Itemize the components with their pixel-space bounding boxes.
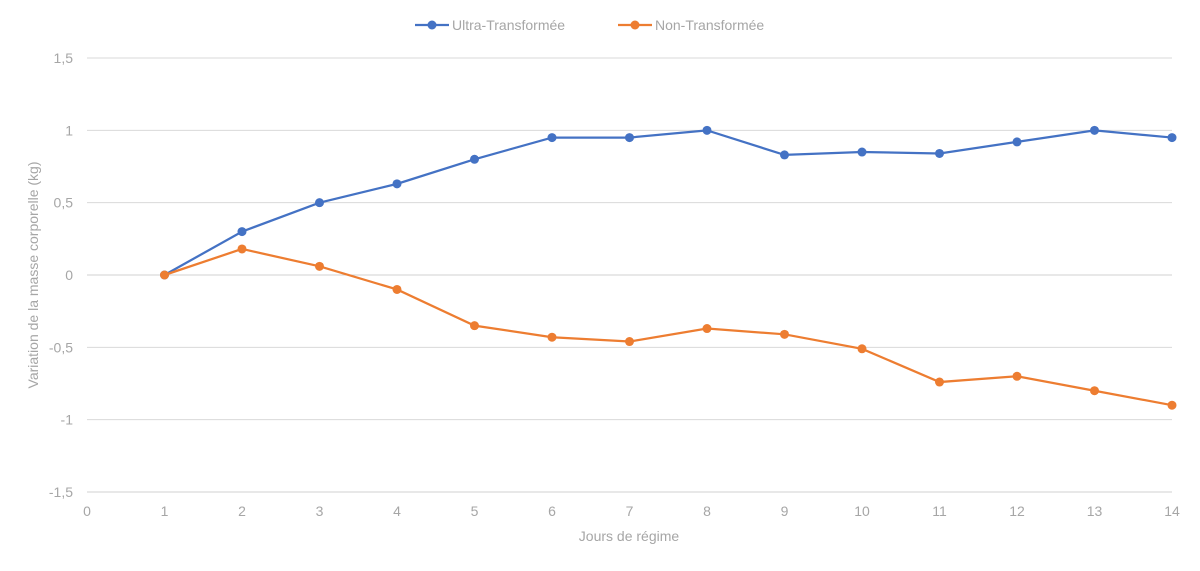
x-tick-label: 9: [781, 503, 789, 519]
x-tick-label: 8: [703, 503, 711, 519]
x-tick-label: 10: [854, 503, 870, 519]
data-point: [780, 150, 789, 160]
y-tick-label: 0,5: [54, 195, 74, 211]
x-tick-label: 5: [471, 503, 479, 519]
y-tick-label: -1: [61, 412, 74, 428]
data-point: [470, 154, 479, 164]
x-tick-label: 11: [932, 503, 947, 519]
x-axis-ticks: 0 1 2 3 4 5 6 7 8 9 10 11 12 13 14: [83, 503, 1180, 519]
data-point: [1167, 133, 1177, 143]
legend-marker: [427, 20, 437, 30]
data-point: [857, 147, 867, 157]
y-tick-label: -1,5: [49, 484, 73, 500]
y-tick-label: 1,5: [54, 50, 74, 66]
data-point: [237, 227, 247, 237]
data-point: [935, 377, 944, 387]
data-point: [702, 125, 712, 135]
series-line: [163, 129, 1173, 276]
series-line: [164, 247, 1173, 407]
data-point: [315, 198, 324, 208]
x-tick-label: 0: [83, 503, 91, 519]
legend-marker: [630, 20, 640, 30]
data-point: [1090, 125, 1099, 135]
x-tick-label: 7: [626, 503, 634, 519]
legend-label: Non-Transformée: [655, 17, 764, 33]
gridlines: [87, 57, 1172, 493]
data-point: [1012, 137, 1022, 147]
x-tick-label: 14: [1164, 503, 1180, 519]
data-point: [237, 244, 247, 254]
series-group: [160, 125, 1177, 410]
data-point: [160, 270, 169, 280]
data-point: [1090, 386, 1099, 396]
y-tick-label: 1: [65, 122, 73, 138]
data-point: [392, 179, 402, 189]
data-point: [470, 321, 479, 331]
y-axis-ticks: 1,5 1 0,5 0 -0,5 -1 -1,5: [49, 50, 73, 500]
x-tick-label: 1: [161, 503, 169, 519]
series-non-transformée: [160, 244, 1177, 410]
data-point: [702, 324, 712, 334]
y-tick-label: 0: [65, 267, 73, 283]
data-point: [625, 337, 634, 347]
x-tick-label: 13: [1087, 503, 1103, 519]
data-point: [625, 133, 634, 143]
x-tick-label: 2: [238, 503, 246, 519]
data-point: [1167, 400, 1177, 410]
x-tick-label: 4: [393, 503, 401, 519]
legend-label: Ultra-Transformée: [452, 17, 565, 33]
x-tick-label: 12: [1009, 503, 1025, 519]
data-point: [857, 344, 867, 354]
x-tick-label: 6: [548, 503, 556, 519]
legend: Ultra-Transformée Non-Transformée: [415, 17, 764, 33]
x-tick-label: 3: [316, 503, 324, 519]
data-point: [780, 329, 789, 339]
data-point: [547, 133, 557, 143]
data-point: [392, 284, 402, 294]
y-axis-label: Variation de la masse corporelle (kg): [25, 162, 41, 389]
x-axis-label: Jours de régime: [579, 528, 680, 544]
data-point: [1012, 371, 1022, 381]
y-tick-label: -0,5: [49, 339, 73, 355]
data-point: [315, 261, 324, 271]
data-point: [935, 148, 944, 158]
data-point: [547, 332, 557, 342]
